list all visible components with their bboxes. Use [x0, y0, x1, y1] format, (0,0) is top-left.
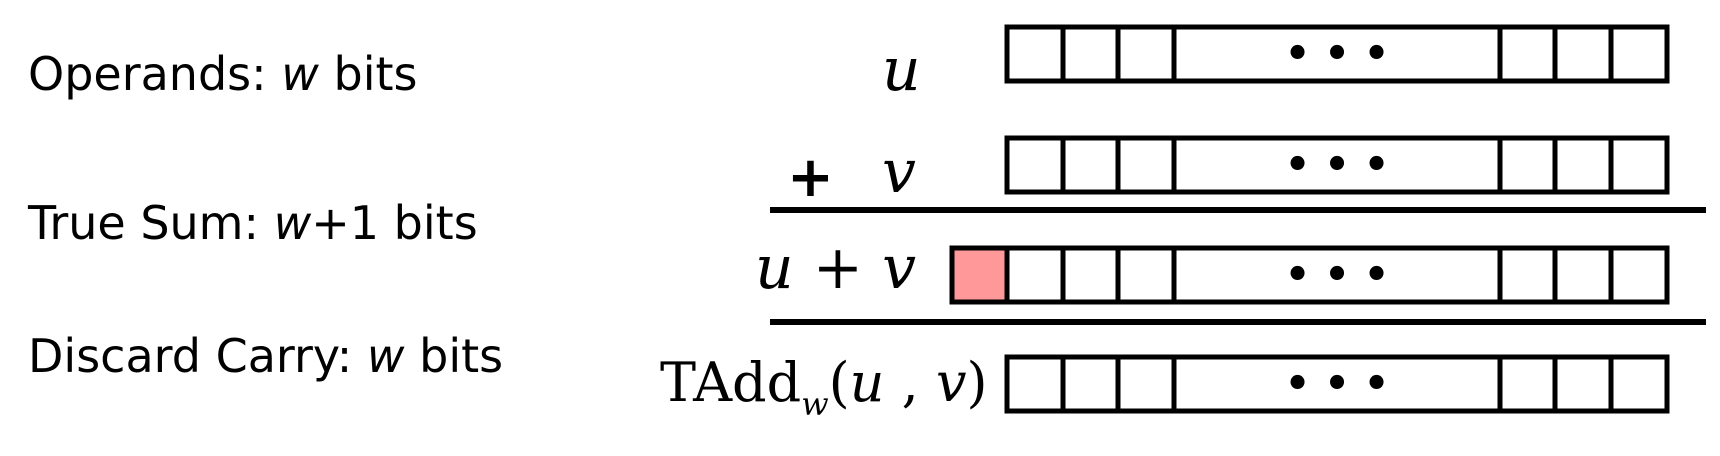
register-outline: [1004, 135, 1670, 195]
true-sum-label-post: +1 bits: [311, 196, 478, 250]
tadd-v: v: [935, 351, 967, 414]
register-outline: [1004, 24, 1670, 84]
operand-u: u: [882, 40, 921, 100]
tadd-subscript: w: [801, 385, 829, 423]
sum-v: v: [882, 233, 916, 303]
sum-u: u: [755, 233, 794, 303]
register-ellipsis: • • •: [1285, 142, 1390, 188]
operand-v-symbol: v: [882, 137, 916, 207]
sum-expression: u + v: [755, 238, 916, 298]
tadd-name: TAdd: [660, 351, 802, 414]
tadd-close-paren: ): [966, 351, 988, 414]
sum-plus: +: [793, 233, 883, 303]
operands-label-post: bits: [318, 47, 418, 101]
register-u: • • •: [1004, 24, 1670, 84]
operands-label: Operands: w bits: [28, 51, 417, 97]
discard-label-pre: Discard Carry:: [28, 329, 367, 383]
tadd-open-paren: (: [828, 351, 850, 414]
register-v: • • •: [1004, 135, 1670, 195]
carry-bit-cell: [949, 245, 1010, 305]
true-sum-label-pre: True Sum:: [28, 196, 274, 250]
register-outline: [1004, 354, 1670, 414]
discard-label-w: w: [366, 329, 405, 383]
true-sum-label-w: w: [273, 196, 312, 250]
register-ellipsis: • • •: [1285, 361, 1390, 407]
discard-label-post: bits: [404, 329, 504, 383]
register-ellipsis: • • •: [1285, 252, 1390, 298]
plus-operator: +: [787, 145, 834, 210]
operands-label-w: w: [281, 47, 319, 101]
tadd-u: u: [849, 351, 885, 414]
register-sum: • • •: [949, 245, 1670, 305]
operands-label-pre: Operands:: [28, 47, 282, 101]
register-tadd: • • •: [1004, 354, 1670, 414]
register-ellipsis: • • •: [1285, 31, 1390, 77]
true-sum-label: True Sum: w+1 bits: [28, 200, 478, 246]
register-outline: [1004, 245, 1670, 305]
discard-carry-label: Discard Carry: w bits: [28, 333, 503, 379]
tadd-expression: TAddw(u , v): [660, 356, 988, 421]
operand-v: v: [882, 142, 916, 202]
registers-group: • • • • • • • • • • • •: [949, 24, 1670, 414]
operand-u-symbol: u: [882, 35, 921, 105]
tadd-separator: ,: [884, 351, 936, 414]
